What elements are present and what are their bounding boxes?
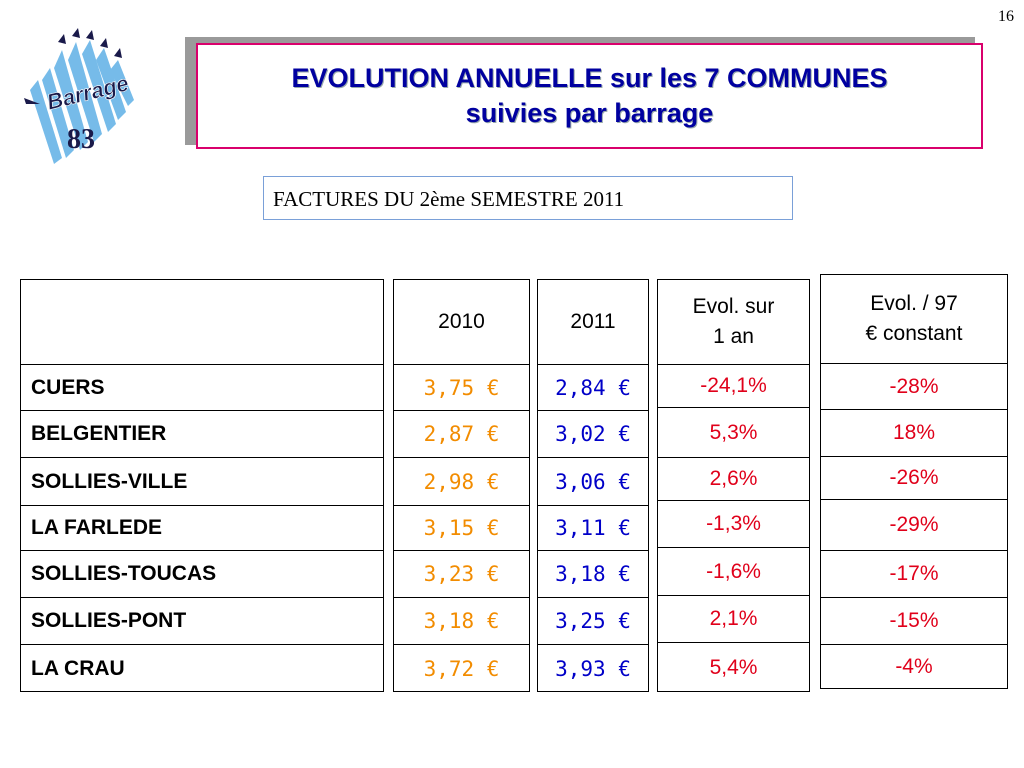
- table-row: -26%: [821, 456, 1007, 499]
- evol-97-value: -29%: [889, 513, 939, 536]
- price-2011: 3,06 €: [555, 469, 631, 494]
- page-number: 16: [998, 8, 1014, 25]
- communes-table: CUERS BELGENTIER SOLLIES-VILLE LA FARLED…: [20, 279, 384, 692]
- evol-97-value: -4%: [895, 655, 933, 678]
- subtitle: FACTURES DU 2ème SEMESTRE 2011: [263, 176, 793, 220]
- evol-1an-value: 5,4%: [709, 655, 758, 679]
- table-row: -24,1%: [658, 364, 809, 407]
- header-evol-97-line2: € constant: [865, 322, 963, 345]
- table-row: 3,06 €: [538, 457, 648, 505]
- table-row: SOLLIES-VILLE: [21, 457, 383, 505]
- price-2010: 3,15 €: [423, 516, 500, 540]
- evol-97-value: -26%: [889, 466, 939, 489]
- table-row: -29%: [821, 499, 1007, 550]
- table-row: -1,3%: [658, 500, 809, 547]
- price-2010: 2,87 €: [423, 422, 500, 446]
- evol-1an-value: 5,3%: [709, 420, 758, 444]
- table-row: 5,4%: [658, 642, 809, 692]
- evol-1an-value: -1,6%: [706, 559, 761, 583]
- header-evol-97-line1: Evol. / 97: [870, 292, 958, 315]
- commune-name: SOLLIES-PONT: [31, 609, 187, 632]
- price-2011: 2,84 €: [555, 375, 631, 400]
- commune-name: LA CRAU: [31, 656, 125, 680]
- table-row: 2,1%: [658, 595, 809, 642]
- price-2011: 3,25 €: [555, 609, 631, 633]
- table-row: 18%: [821, 409, 1007, 456]
- price-2010: 3,18 €: [423, 609, 500, 633]
- table-row: 3,75 €: [394, 364, 529, 410]
- table-row: 3,72 €: [394, 644, 529, 692]
- table-row: 2,98 €: [394, 457, 529, 505]
- evol-97-value: 18%: [892, 421, 936, 444]
- logo-number: 83: [67, 124, 95, 155]
- price-2011: 3,18 €: [555, 562, 631, 586]
- table-row: 3,18 €: [538, 550, 648, 597]
- table-row: SOLLIES-PONT: [21, 597, 383, 644]
- table-row: 3,23 €: [394, 550, 529, 597]
- table-row: CUERS: [21, 364, 383, 410]
- table-row: 3,25 €: [538, 597, 648, 644]
- price-2010: 3,75 €: [423, 375, 500, 400]
- table-row: 3,15 €: [394, 505, 529, 550]
- header-evol-97: Evol. / 97 € constant: [821, 275, 1007, 363]
- table-row: -4%: [821, 644, 1007, 689]
- table-row: 3,02 €: [538, 410, 648, 457]
- price-2010: 3,72 €: [423, 656, 500, 681]
- price-2010: 3,23 €: [423, 562, 500, 586]
- table-row: 3,93 €: [538, 644, 648, 692]
- evol-1an-value: 2,1%: [709, 607, 758, 630]
- commune-name: BELGENTIER: [31, 422, 167, 445]
- header-2011-label: 2011: [570, 310, 616, 333]
- price-2010: 2,98 €: [423, 469, 500, 494]
- table-row: -15%: [821, 597, 1007, 644]
- barrage-logo-graphic: Barrage: [24, 28, 134, 164]
- price-2011: 3,02 €: [555, 422, 631, 446]
- evol-97-value: -17%: [889, 562, 939, 585]
- header-2010-label: 2010: [438, 310, 485, 333]
- header-evol-1an-line1: Evol. sur: [692, 295, 775, 318]
- commune-name: SOLLIES-VILLE: [31, 469, 188, 493]
- prices-2010-table: 2010 3,75 € 2,87 € 2,98 € 3,15 € 3,23 € …: [393, 279, 530, 692]
- evol-1an-value: -1,3%: [706, 512, 761, 535]
- table-row: 3,18 €: [394, 597, 529, 644]
- price-2011: 3,93 €: [555, 656, 631, 681]
- commune-name: LA FARLEDE: [31, 516, 163, 539]
- commune-name: SOLLIES-TOUCAS: [31, 562, 217, 585]
- table-row: -17%: [821, 550, 1007, 597]
- evol-97-table: Evol. / 97 € constant -28% 18% -26% -29%…: [820, 274, 1008, 689]
- table-row: BELGENTIER: [21, 410, 383, 457]
- evol-97-value: -28%: [889, 374, 939, 398]
- table-row: SOLLIES-TOUCAS: [21, 550, 383, 597]
- barrage-logo: Barrage 83: [18, 20, 158, 170]
- evol-97-value: -15%: [889, 609, 939, 632]
- table-row: 2,6%: [658, 457, 809, 500]
- table-row: LA CRAU: [21, 644, 383, 692]
- table-row: -28%: [821, 363, 1007, 409]
- commune-name: CUERS: [31, 375, 105, 399]
- prices-2011-table: 2011 2,84 € 3,02 € 3,06 € 3,11 € 3,18 € …: [537, 279, 649, 692]
- table-row: 2,84 €: [538, 364, 648, 410]
- table-row: LA FARLEDE: [21, 505, 383, 550]
- table-row: 5,3%: [658, 407, 809, 457]
- title-line-2: suivies par barrage: [465, 98, 714, 128]
- price-2011: 3,11 €: [555, 516, 631, 540]
- evol-1an-value: -24,1%: [700, 374, 767, 397]
- evol-1an-table: Evol. sur 1 an -24,1% 5,3% 2,6% -1,3% -1…: [657, 279, 810, 692]
- header-evol-1an: Evol. sur 1 an: [658, 280, 809, 364]
- title-box: EVOLUTION ANNUELLE sur les 7 COMMUNES su…: [196, 43, 983, 149]
- header-2011: 2011: [538, 280, 648, 364]
- header-evol-1an-line2: 1 an: [713, 325, 754, 348]
- title-line-1: EVOLUTION ANNUELLE sur les 7 COMMUNES: [291, 63, 888, 93]
- table-row: 2,87 €: [394, 410, 529, 457]
- table-row: 3,11 €: [538, 505, 648, 550]
- header-2010: 2010: [394, 280, 529, 364]
- table-row: -1,6%: [658, 547, 809, 595]
- evol-1an-value: 2,6%: [709, 467, 758, 490]
